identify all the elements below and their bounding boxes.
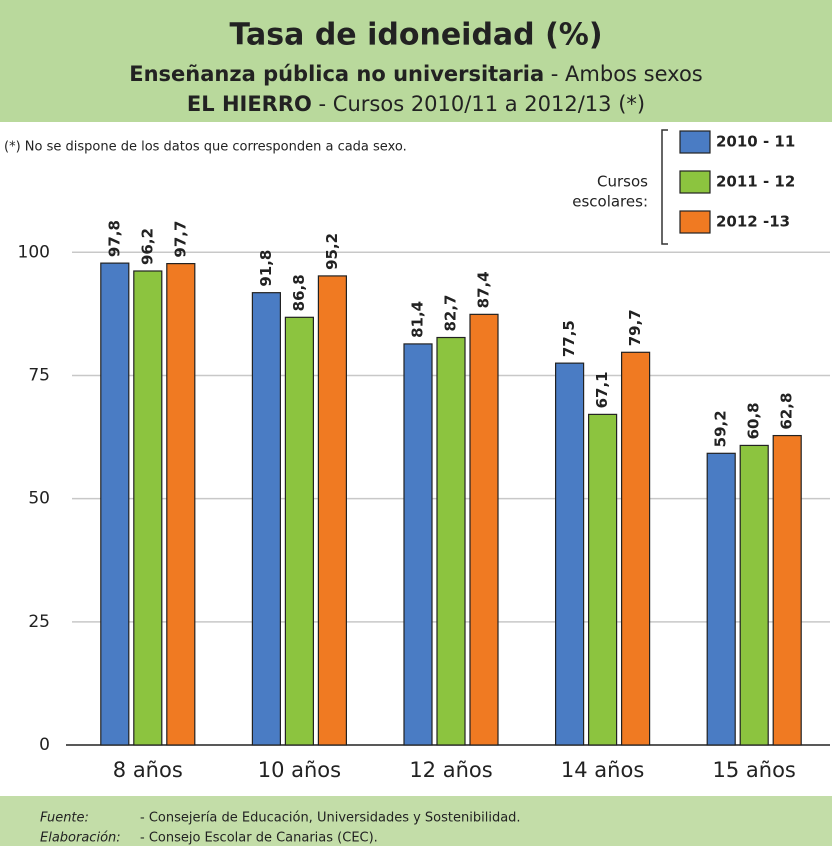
legend-label: 2012 -13: [716, 213, 790, 231]
y-tick-label: 50: [28, 489, 50, 509]
subtitle-normal: - Cursos 2010/11 a 2012/13 (*): [312, 92, 645, 116]
y-tick-label: 100: [18, 242, 50, 262]
bar: [100, 262, 130, 746]
bar: [620, 351, 651, 746]
data-label: 62,8: [778, 393, 796, 430]
data-label: 95,2: [323, 233, 341, 270]
legend-swatch: [679, 210, 711, 234]
source-label: Elaboración:: [40, 831, 121, 846]
legend-bracket: [661, 129, 668, 245]
legend-swatch: [679, 170, 711, 194]
source-text: - Consejo Escolar de Canarias (CEC).: [140, 831, 378, 846]
subtitle: EL HIERRO - Cursos 2010/11 a 2012/13 (*): [187, 92, 645, 116]
subtitle: Enseñanza pública no universitaria - Amb…: [129, 62, 702, 86]
bar: [706, 452, 736, 746]
source-text: - Consejería de Educación, Universidades…: [140, 811, 521, 826]
data-label: 60,8: [745, 402, 763, 439]
bar: [317, 275, 347, 746]
data-label: 81,4: [409, 301, 427, 338]
footer-band: [0, 796, 832, 846]
y-tick-label: 25: [28, 612, 50, 632]
subtitle-normal: - Ambos sexos: [544, 62, 703, 86]
data-label: 87,4: [475, 271, 493, 308]
data-label: 59,2: [712, 410, 730, 447]
source-label: Fuente:: [40, 811, 89, 826]
bar: [739, 444, 769, 746]
legend-title: Cursos: [597, 173, 648, 191]
data-label: 86,8: [290, 274, 308, 311]
bar: [251, 292, 281, 746]
legend-title: escolares:: [572, 193, 648, 211]
bar: [554, 362, 585, 746]
header-band: [0, 0, 832, 122]
data-label: 97,7: [171, 221, 189, 258]
bar: [772, 434, 802, 746]
bar: [403, 343, 433, 746]
x-tick-label: 15 años: [713, 758, 796, 782]
bar: [469, 313, 499, 746]
data-label: 97,8: [105, 220, 123, 257]
bar: [133, 270, 163, 746]
x-tick-label: 8 años: [113, 758, 183, 782]
y-tick-label: 75: [28, 365, 50, 385]
subtitle-bold: EL HIERRO: [187, 92, 312, 116]
data-label: 77,5: [560, 320, 578, 357]
y-tick-label: 0: [39, 735, 50, 755]
x-tick-label: 14 años: [561, 758, 644, 782]
legend-swatch: [679, 130, 711, 154]
x-tick-label: 10 años: [258, 758, 341, 782]
legend-label: 2010 - 11: [716, 133, 795, 151]
subtitle-bold: Enseñanza pública no universitaria: [129, 62, 544, 86]
data-label: 91,8: [257, 250, 275, 287]
bar: [436, 336, 466, 746]
note: (*) No se dispone de los datos que corre…: [4, 140, 407, 155]
x-tick-label: 12 años: [409, 758, 492, 782]
data-label: 79,7: [626, 309, 644, 346]
data-label: 67,1: [593, 371, 611, 408]
bar: [284, 316, 314, 746]
data-label: 96,2: [138, 228, 156, 265]
legend-label: 2011 - 12: [716, 173, 795, 191]
chart-title: Tasa de idoneidad (%): [229, 18, 602, 53]
bar: [166, 263, 196, 746]
bar: [587, 413, 618, 746]
data-label: 82,7: [442, 294, 460, 331]
